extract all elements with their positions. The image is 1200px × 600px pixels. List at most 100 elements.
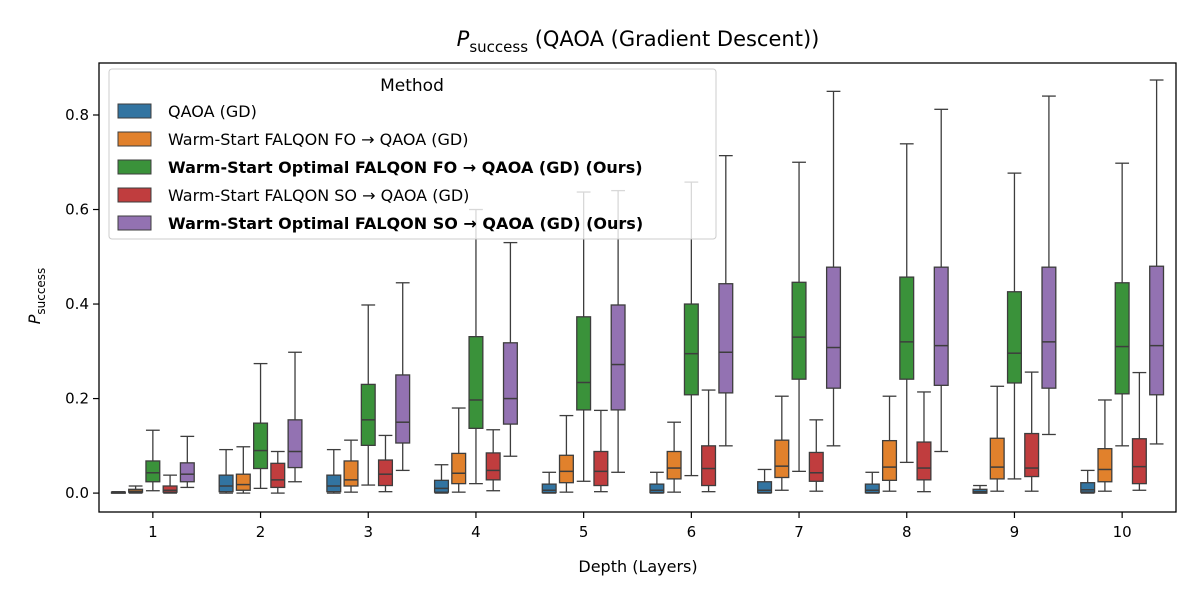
box-iqr xyxy=(1024,432,1040,478)
box-element xyxy=(502,241,518,457)
x-axis: 1 2 3 4 5 6 7 8 9 10 xyxy=(148,512,1132,541)
box-iqr xyxy=(218,474,234,493)
box-element xyxy=(287,351,303,483)
box-iqr xyxy=(593,450,609,487)
box-iqr xyxy=(683,303,699,396)
y-axis-label: Psuccess xyxy=(25,268,48,325)
box-element xyxy=(683,181,699,477)
legend-swatch xyxy=(117,159,152,175)
box-iqr xyxy=(485,452,501,481)
plot-area xyxy=(110,79,1165,494)
chart-title: Psuccess (QAOA (Gradient Descent)) xyxy=(457,27,820,56)
box-iqr xyxy=(576,316,592,411)
x-tick-label: 5 xyxy=(579,523,589,541)
x-tick-label: 4 xyxy=(471,523,481,541)
box-iqr xyxy=(451,452,467,485)
box-element xyxy=(808,419,824,492)
legend-title: Method xyxy=(380,76,444,96)
box-iqr xyxy=(1131,438,1147,485)
box-iqr xyxy=(610,304,626,411)
box-iqr xyxy=(179,462,195,483)
box-element xyxy=(1041,95,1057,436)
box-iqr xyxy=(933,266,949,386)
box-element xyxy=(110,491,126,494)
box-iqr xyxy=(360,383,376,447)
legend-label: Warm-Start Optimal FALQON SO → QAOA (GD)… xyxy=(168,214,643,233)
box-element xyxy=(377,434,394,493)
box-iqr xyxy=(864,483,880,494)
box-iqr xyxy=(433,479,450,493)
box-element xyxy=(718,154,734,447)
box-element xyxy=(485,429,501,492)
box-element xyxy=(343,439,359,493)
box-element xyxy=(774,395,790,491)
box-iqr xyxy=(343,460,359,487)
x-tick-label: 10 xyxy=(1113,523,1132,541)
box-element xyxy=(128,485,144,494)
box-iqr xyxy=(377,459,394,487)
legend-entries: QAOA (GD) Warm-Start FALQON FO → QAOA (GD… xyxy=(117,102,643,233)
box-iqr xyxy=(718,283,734,394)
box-iqr xyxy=(1114,282,1130,395)
box-element xyxy=(179,435,195,489)
legend: Method QAOA (GD) Warm-Start FALQON FO → Q… xyxy=(108,68,717,240)
legend-label: QAOA (GD) xyxy=(168,102,257,121)
y-tick-label: 0.8 xyxy=(65,106,89,124)
box-iqr xyxy=(235,473,251,491)
box-iqr xyxy=(1149,265,1165,396)
box-element xyxy=(541,471,557,494)
x-tick-label: 6 xyxy=(687,523,697,541)
box-element xyxy=(576,191,592,482)
box-iqr xyxy=(558,454,574,484)
box-element xyxy=(972,484,988,494)
box-element xyxy=(145,429,161,492)
box-iqr xyxy=(253,422,269,470)
box-iqr xyxy=(791,281,807,380)
box-iqr xyxy=(774,439,790,479)
box-iqr xyxy=(162,485,178,493)
box-element xyxy=(933,108,949,453)
x-tick-label: 2 xyxy=(256,523,266,541)
box-iqr xyxy=(395,374,411,444)
box-element xyxy=(1024,371,1040,492)
y-tick-label: 0.6 xyxy=(65,201,89,219)
box-element xyxy=(1080,469,1096,494)
box-element xyxy=(1131,371,1147,491)
series-group xyxy=(110,448,1096,494)
box-element xyxy=(451,407,467,493)
box-element xyxy=(989,385,1005,492)
x-tick-label: 3 xyxy=(363,523,373,541)
box-iqr xyxy=(881,439,898,481)
box-element xyxy=(270,450,286,494)
box-element xyxy=(433,464,450,494)
box-element xyxy=(916,391,932,493)
box-iqr xyxy=(541,483,557,494)
legend-label: Warm-Start FALQON FO → QAOA (GD) xyxy=(168,130,468,149)
legend-swatch xyxy=(117,187,152,203)
box-iqr xyxy=(1097,448,1113,483)
box-iqr xyxy=(666,450,682,480)
box-element xyxy=(1006,172,1022,480)
box-iqr xyxy=(1080,482,1096,493)
box-element xyxy=(253,362,269,490)
box-element xyxy=(1097,399,1113,492)
y-tick-label: 0.4 xyxy=(65,295,89,313)
box-iqr xyxy=(270,462,286,489)
box-iqr xyxy=(1006,291,1022,384)
legend-swatch xyxy=(117,215,152,231)
box-element xyxy=(881,395,898,492)
x-tick-label: 9 xyxy=(1010,523,1020,541)
box-element xyxy=(218,448,234,494)
box-element xyxy=(666,421,682,493)
y-tick-label: 0.0 xyxy=(65,484,89,502)
box-element xyxy=(825,90,842,447)
y-axis: 0.0 0.2 0.4 0.6 0.8 xyxy=(65,106,99,502)
box-element xyxy=(899,143,915,464)
box-element xyxy=(757,468,773,494)
x-tick-label: 8 xyxy=(902,523,912,541)
box-element xyxy=(235,446,251,494)
x-tick-label: 1 xyxy=(148,523,158,541)
box-iqr xyxy=(468,336,484,429)
box-element xyxy=(558,414,574,493)
box-element xyxy=(649,471,665,494)
